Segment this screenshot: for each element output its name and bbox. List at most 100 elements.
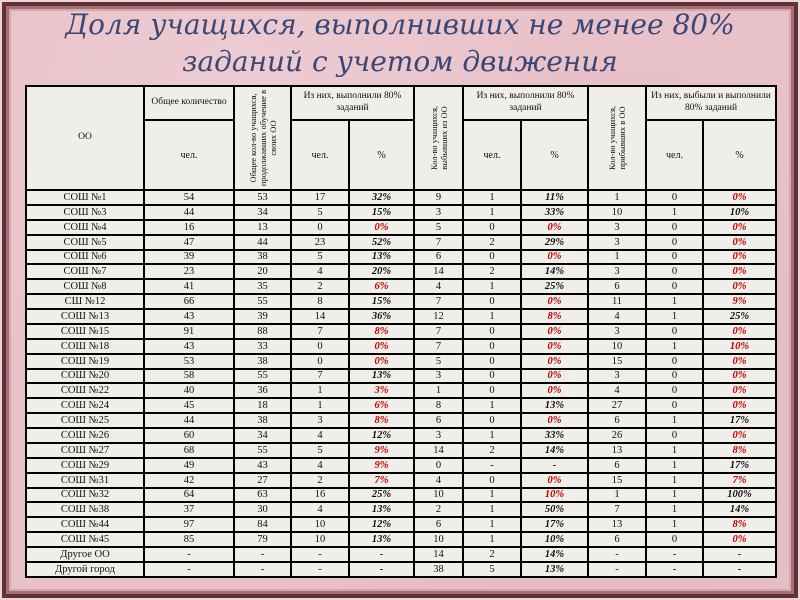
value-cell: 0 [462, 322, 522, 340]
value-cell: 26 [587, 427, 647, 444]
value-cell: 44 [143, 412, 235, 429]
value-cell: 38 [413, 560, 464, 579]
value-cell: 7 [413, 322, 464, 340]
value-cell: 0 [645, 248, 704, 266]
table-row: СОШ №31 42 27 2 7% 4 0 0% 15 1 7% [25, 471, 777, 489]
header-completed80-continuing: Из них, выполнили 80% заданий [290, 85, 415, 121]
value-cell: 1 [645, 471, 704, 489]
value-cell: 4 [587, 382, 647, 400]
table-row: СОШ №19 53 38 0 0% 5 0 0% 15 0 0% [25, 352, 777, 370]
value-cell: 10 [413, 486, 464, 504]
header-completed80-departed: Из них, выполнили 80% заданий [462, 85, 589, 121]
value-cell: 3 [587, 263, 647, 281]
value-cell: 13 [233, 218, 292, 236]
oo-cell: СОШ №19 [25, 352, 145, 370]
table-row: Другое ОО - - - -14 2 14% - - - [25, 546, 777, 563]
value-cell: 0% [520, 337, 589, 355]
oo-cell: СОШ №25 [25, 412, 145, 429]
table-row: СОШ №45 85 79 10 13% 10 1 10% 6 0 0% [25, 531, 777, 548]
value-cell: 0% [702, 322, 777, 340]
value-cell: 34 [233, 203, 292, 221]
oo-cell: СОШ №4 [25, 218, 145, 236]
oo-cell: Другое ОО [25, 546, 145, 563]
value-cell: 55 [233, 367, 292, 385]
value-cell: 0 [462, 352, 522, 370]
table-row: СОШ №7 23 20 4 20% 14 2 14% 3 0 0% [25, 263, 777, 281]
value-cell: 40 [143, 382, 235, 400]
value-cell: 14% [520, 263, 589, 281]
page-title: Доля учащихся, выполнивших не менее 80% … [65, 8, 735, 78]
results-table: ОО Общее количество Общее кол-во учащихс… [25, 85, 777, 579]
value-cell: 3 [413, 203, 464, 221]
value-cell: 4 [413, 278, 464, 296]
value-cell: 17% [702, 456, 777, 474]
value-cell: 9 [413, 189, 464, 206]
oo-cell: СОШ №20 [25, 367, 145, 385]
value-cell: 63 [233, 486, 292, 504]
value-cell: 1 [587, 486, 647, 504]
value-cell: 12 [413, 308, 464, 325]
value-cell: 0 [462, 248, 522, 266]
value-cell: 17% [520, 516, 589, 534]
value-cell: 12% [348, 516, 415, 534]
value-cell: 88 [233, 322, 292, 340]
oo-cell: СОШ №27 [25, 441, 145, 459]
value-cell: 18 [233, 397, 292, 415]
value-cell: 0% [520, 293, 589, 310]
oo-cell: СШ №12 [25, 293, 145, 310]
value-cell: - [233, 560, 292, 579]
value-cell: 15% [348, 293, 415, 310]
value-cell: 53 [143, 352, 235, 370]
value-cell: 2 [290, 471, 350, 489]
value-cell: 15 [587, 352, 647, 370]
value-cell: 0% [520, 382, 589, 400]
value-cell: 6% [348, 278, 415, 296]
value-cell: 1 [462, 397, 522, 415]
table-row: СОШ №6 39 38 5 13% 6 0 0% 1 0 0% [25, 248, 777, 266]
value-cell: 0% [702, 233, 777, 251]
value-cell: 9% [348, 441, 415, 459]
value-cell: 7 [413, 233, 464, 251]
value-cell: 17% [702, 412, 777, 429]
value-cell: - [143, 546, 235, 563]
value-cell: 0% [520, 412, 589, 429]
oo-cell: СОШ №5 [25, 233, 145, 251]
value-cell: 16 [290, 486, 350, 504]
value-cell: 7 [290, 322, 350, 340]
value-cell: 14% [702, 501, 777, 519]
value-cell: - [587, 560, 647, 579]
oo-cell: СОШ №24 [25, 397, 145, 415]
value-cell: 1 [462, 203, 522, 221]
value-cell: 1 [462, 501, 522, 519]
header-continuing-students: Общее кол-во учащихся, продолжавших обуч… [233, 85, 292, 191]
oo-cell: СОШ №45 [25, 531, 145, 548]
value-cell: 11 [587, 293, 647, 310]
table-row: СОШ №5 47 44 23 52% 7 2 29% 3 0 0% [25, 233, 777, 251]
value-cell: - [587, 546, 647, 563]
value-cell: 0% [348, 337, 415, 355]
value-cell: 0% [348, 218, 415, 236]
table-row: СОШ №4 16 13 0 0% 5 0 0% 3 0 0% [25, 218, 777, 236]
value-cell: 44 [143, 203, 235, 221]
value-cell: 14 [413, 441, 464, 459]
value-cell: 10% [520, 531, 589, 548]
value-cell: 3 [587, 233, 647, 251]
value-cell: 8% [520, 308, 589, 325]
value-cell: - [702, 560, 777, 579]
value-cell: - [290, 560, 350, 579]
value-cell: 7 [587, 501, 647, 519]
value-cell: 1 [462, 531, 522, 548]
value-cell: 55 [233, 293, 292, 310]
value-cell: 0% [702, 189, 777, 206]
value-cell: 11% [520, 189, 589, 206]
oo-cell: СОШ №7 [25, 263, 145, 281]
value-cell: 0% [702, 531, 777, 548]
value-cell: 6 [413, 248, 464, 266]
value-cell: 13% [348, 501, 415, 519]
value-cell: 6 [413, 516, 464, 534]
header-pct-2: % [348, 119, 415, 191]
value-cell: 1 [645, 412, 704, 429]
value-cell: 1 [645, 516, 704, 534]
value-cell: 13% [348, 367, 415, 385]
value-cell: 1 [645, 486, 704, 504]
